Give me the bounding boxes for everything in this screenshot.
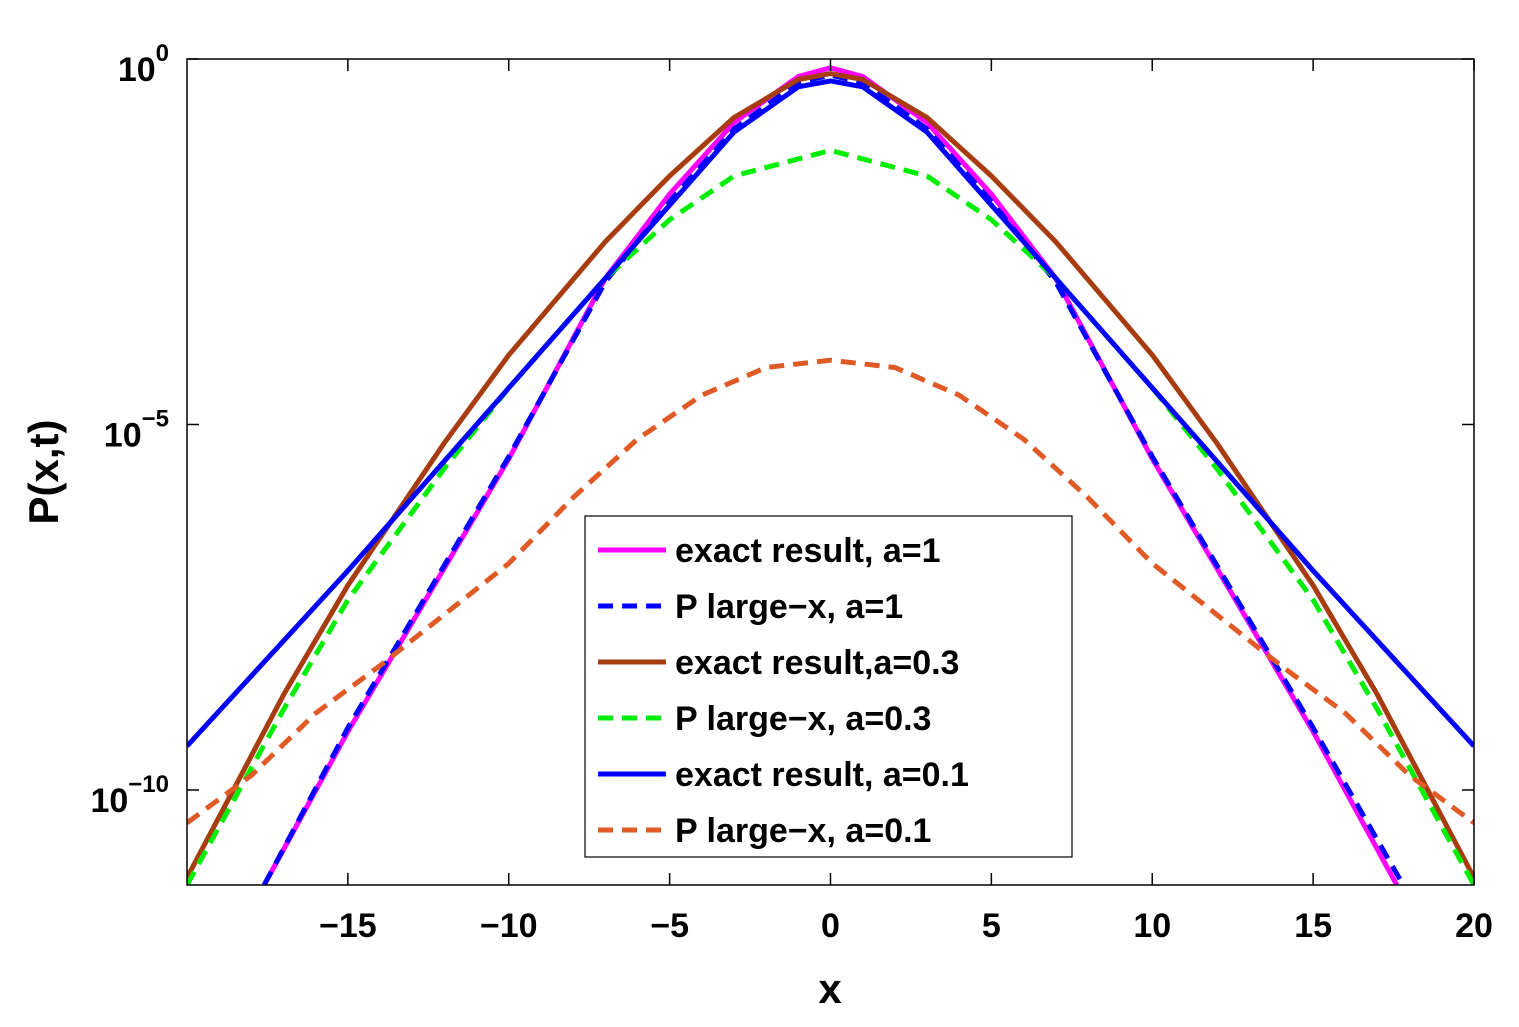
series-line-6	[187, 357, 1474, 825]
tick-layer: −15 −10 −5 0 5 10 15 20 100 10−5 10−10	[90, 40, 1492, 945]
series-line-4	[187, 147, 1474, 885]
legend-box	[584, 515, 1073, 858]
legend-label-2: P large−x, a=1	[675, 588, 903, 626]
series-layer	[187, 65, 1474, 885]
legend-label-3: exact result,a=0.3	[675, 644, 959, 682]
y-tick-label: 10−10	[90, 771, 169, 820]
x-tick-label: 15	[1294, 907, 1332, 945]
x-tick-label: 20	[1455, 907, 1493, 945]
legend: exact result, a=1 P large−x, a=1 exact res…	[584, 515, 1073, 858]
series-line-5	[187, 78, 1474, 748]
legend-label-5: exact result, a=0.1	[675, 756, 969, 794]
series-line-3	[187, 71, 1474, 879]
legend-label-6: P large−x, a=0.1	[675, 812, 931, 850]
x-axis-title: x	[818, 965, 842, 1012]
x-tick-label: −5	[650, 907, 689, 945]
x-tick-label: −15	[319, 907, 377, 945]
y-axis-title: P(x,t)	[20, 420, 67, 525]
legend-label-4: P large−x, a=0.3	[675, 700, 931, 738]
y-tick-label: 100	[118, 40, 169, 89]
y-tick-label: 10−5	[104, 405, 169, 454]
x-tick-label: 0	[821, 907, 840, 945]
series-line-2	[261, 72, 1406, 885]
x-tick-label: 10	[1133, 907, 1171, 945]
legend-label-1: exact result, a=1	[675, 532, 941, 570]
x-tick-label: −10	[480, 907, 538, 945]
x-tick-label: 5	[982, 907, 1001, 945]
